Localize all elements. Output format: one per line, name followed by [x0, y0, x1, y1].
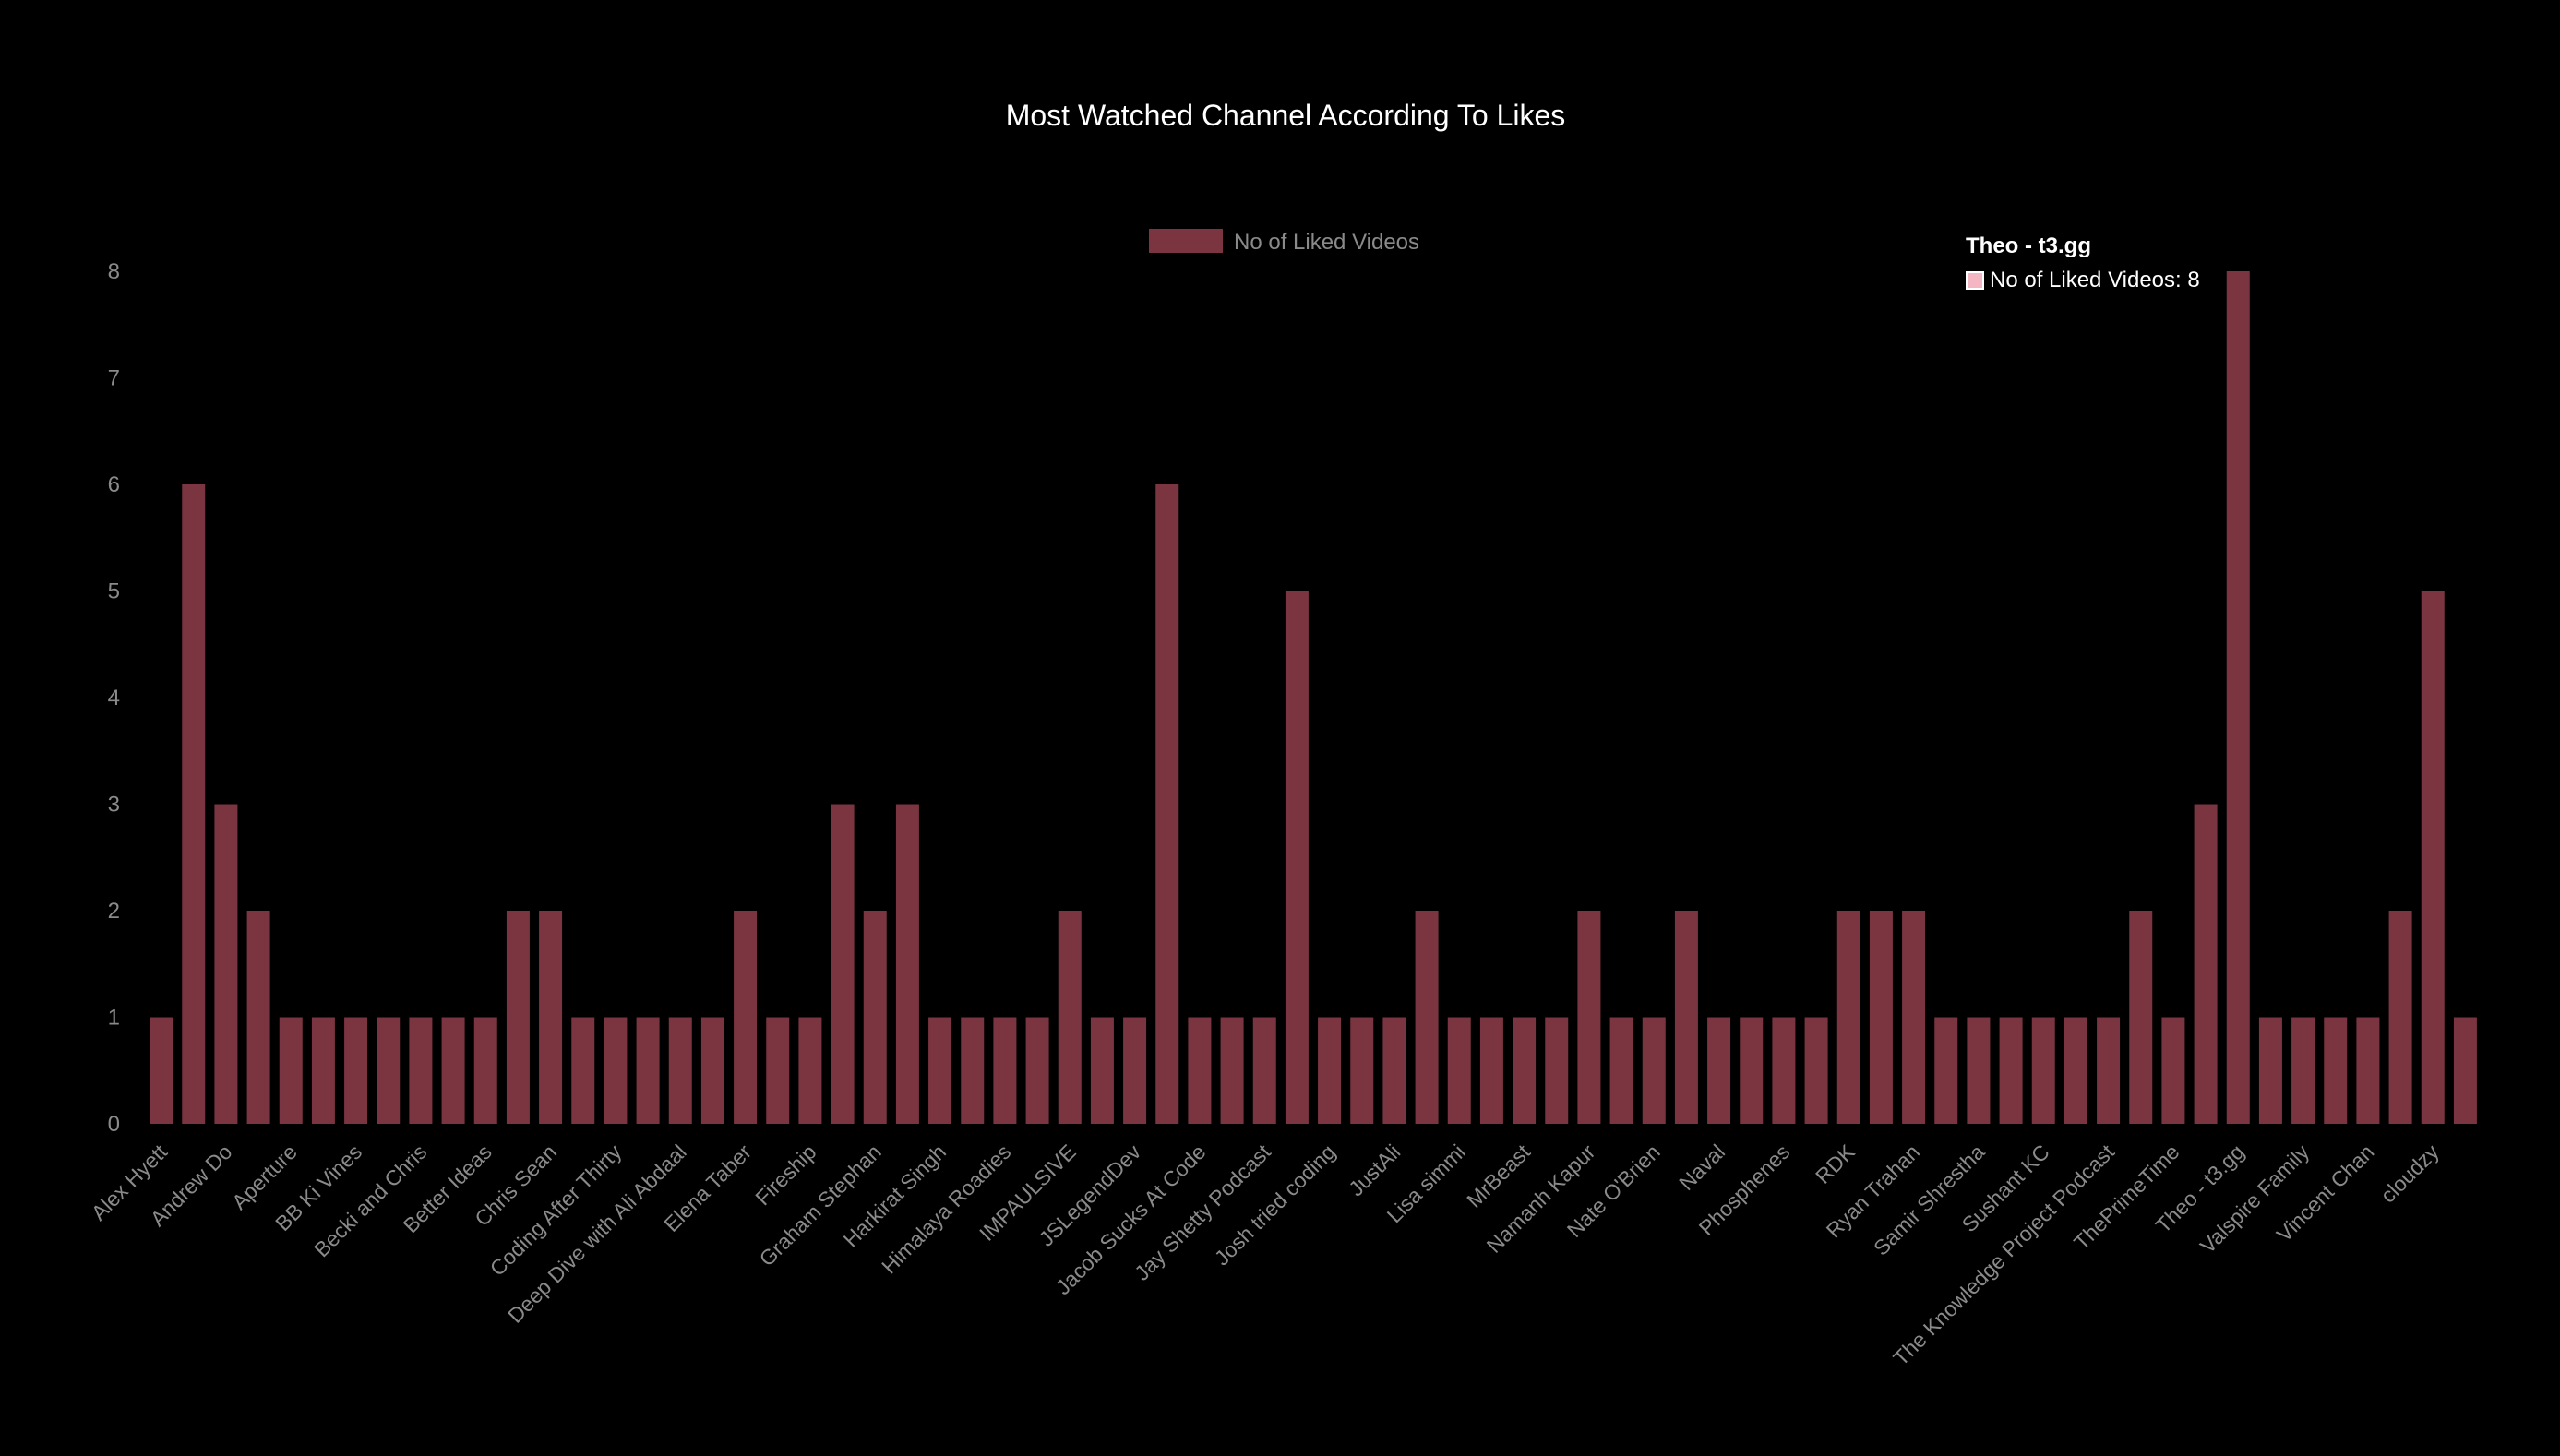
x-tick-label: Graham Stephan: [755, 1140, 886, 1271]
bars: [150, 271, 2477, 1124]
bar[interactable]: [441, 1017, 465, 1125]
bar[interactable]: [246, 911, 270, 1124]
bar[interactable]: [2097, 1017, 2121, 1125]
bar[interactable]: [2324, 1017, 2348, 1125]
bar[interactable]: [2356, 1017, 2380, 1125]
bar[interactable]: [2291, 1017, 2315, 1125]
bar[interactable]: [1382, 1017, 1406, 1125]
bar[interactable]: [1545, 1017, 1569, 1125]
bar[interactable]: [636, 1017, 660, 1125]
bar[interactable]: [1967, 1017, 1991, 1125]
y-tick-label: 3: [108, 793, 120, 818]
bar[interactable]: [1869, 911, 1893, 1124]
y-tick-label: 1: [108, 1006, 120, 1031]
y-tick-label: 4: [108, 686, 120, 710]
y-tick-label: 0: [108, 1112, 120, 1137]
legend-swatch[interactable]: [1149, 229, 1223, 253]
bar[interactable]: [2031, 1017, 2055, 1125]
bar[interactable]: [604, 1017, 628, 1125]
bar[interactable]: [734, 911, 758, 1124]
x-tick-label: Naval: [1674, 1140, 1729, 1195]
bar[interactable]: [2064, 1017, 2087, 1125]
bar[interactable]: [1934, 1017, 1958, 1125]
bar[interactable]: [2226, 271, 2250, 1124]
bar[interactable]: [279, 1017, 303, 1125]
bar[interactable]: [961, 1017, 985, 1125]
bar[interactable]: [1058, 911, 1082, 1124]
y-axis: 0 1 2 3 4 5 6 7 8: [108, 259, 120, 1137]
y-tick-label: 5: [108, 579, 120, 604]
bar[interactable]: [2453, 1017, 2477, 1125]
bar[interactable]: [1707, 1017, 1731, 1125]
bar[interactable]: [539, 911, 563, 1124]
x-tick-label: Josh tried coding: [1210, 1140, 1340, 1270]
bar[interactable]: [2258, 1017, 2282, 1125]
bar[interactable]: [150, 1017, 173, 1125]
bar[interactable]: [1804, 1017, 1828, 1125]
bar[interactable]: [182, 484, 206, 1124]
bar[interactable]: [2161, 1017, 2185, 1125]
bar[interactable]: [1740, 1017, 1764, 1125]
legend-label[interactable]: No of Liked Videos: [1234, 230, 1419, 255]
bar[interactable]: [895, 804, 919, 1125]
bar[interactable]: [1188, 1017, 1212, 1125]
bar[interactable]: [1609, 1017, 1633, 1125]
bar[interactable]: [311, 1017, 335, 1125]
bar[interactable]: [1836, 911, 1860, 1124]
bar[interactable]: [506, 911, 530, 1124]
x-tick-label: Samir Shrestha: [1869, 1140, 1990, 1260]
bar[interactable]: [2129, 911, 2153, 1124]
bar[interactable]: [1772, 1017, 1796, 1125]
y-tick-label: 8: [108, 259, 120, 284]
bar[interactable]: [409, 1017, 433, 1125]
bar[interactable]: [993, 1017, 1017, 1125]
bar[interactable]: [766, 1017, 790, 1125]
bar[interactable]: [377, 1017, 401, 1125]
bar[interactable]: [798, 1017, 822, 1125]
y-tick-label: 7: [108, 366, 120, 391]
bar[interactable]: [344, 1017, 368, 1125]
bar[interactable]: [1220, 1017, 1244, 1125]
bar[interactable]: [1123, 1017, 1147, 1125]
chart-title: Most Watched Channel According To Likes: [1006, 99, 1566, 132]
bar[interactable]: [1513, 1017, 1537, 1125]
bar[interactable]: [2388, 911, 2412, 1124]
bar[interactable]: [571, 1017, 595, 1125]
bar[interactable]: [1090, 1017, 1114, 1125]
bar[interactable]: [1577, 911, 1601, 1124]
bar[interactable]: [1285, 591, 1309, 1125]
legend[interactable]: No of Liked Videos: [1149, 229, 1419, 255]
bar[interactable]: [214, 804, 238, 1125]
bar[interactable]: [1318, 1017, 1342, 1125]
bar[interactable]: [1350, 1017, 1374, 1125]
bar[interactable]: [1447, 1017, 1471, 1125]
bar[interactable]: [473, 1017, 497, 1125]
bar[interactable]: [1415, 911, 1439, 1124]
bar[interactable]: [668, 1017, 692, 1125]
y-tick-label: 2: [108, 899, 120, 924]
bar[interactable]: [928, 1017, 952, 1125]
bar[interactable]: [831, 804, 855, 1125]
x-tick-label: cloudzy: [2375, 1140, 2444, 1208]
bar[interactable]: [1155, 484, 1179, 1124]
bar[interactable]: [1674, 911, 1698, 1124]
bar[interactable]: [1479, 1017, 1503, 1125]
bar[interactable]: [700, 1017, 724, 1125]
bar[interactable]: [1642, 1017, 1666, 1125]
x-tick-label: JustAli: [1344, 1140, 1405, 1200]
y-tick-label: 6: [108, 472, 120, 497]
x-tick-label: RDK: [1811, 1140, 1860, 1188]
bar[interactable]: [863, 911, 887, 1124]
x-tick-label: Becki and Chris: [309, 1140, 431, 1261]
bar[interactable]: [1025, 1017, 1049, 1125]
bar[interactable]: [2194, 804, 2218, 1125]
bar[interactable]: [1252, 1017, 1276, 1125]
bar[interactable]: [2421, 591, 2445, 1125]
bar[interactable]: [1999, 1017, 2023, 1125]
bar[interactable]: [1902, 911, 1926, 1124]
